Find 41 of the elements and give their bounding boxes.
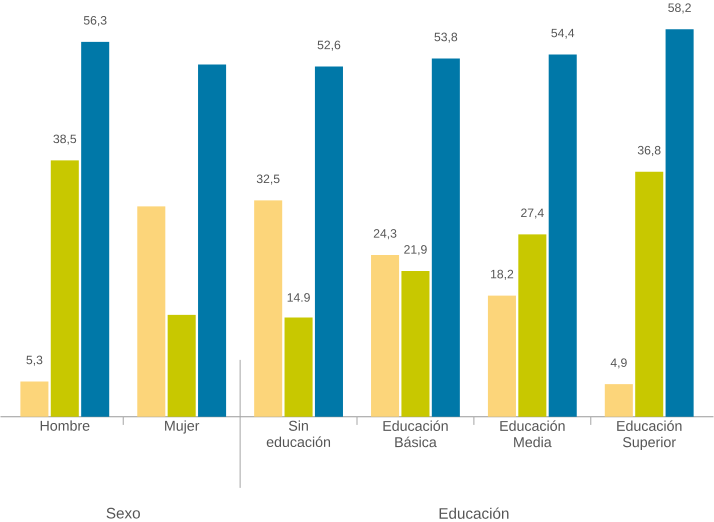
bar bbox=[635, 172, 664, 417]
bar bbox=[518, 234, 546, 417]
bar bbox=[314, 66, 343, 417]
data-label: 27,4 bbox=[521, 208, 544, 218]
data-label: 14.9 bbox=[288, 293, 310, 302]
x-tick-label: Mujer bbox=[165, 420, 200, 434]
data-label: 24,3 bbox=[374, 229, 396, 240]
data-label: 5,3 bbox=[26, 356, 42, 366]
data-label: 53,8 bbox=[434, 32, 458, 43]
x-tick-label: Educación Básica bbox=[383, 420, 448, 448]
bar bbox=[254, 200, 282, 417]
data-label: 52,6 bbox=[318, 40, 340, 51]
x-tick-label: Educación Media bbox=[500, 420, 565, 448]
text: Sexo bbox=[106, 508, 140, 518]
data-label: 21,9 bbox=[404, 245, 427, 256]
x-tick-label: Sin educación bbox=[266, 420, 330, 447]
bar bbox=[168, 314, 196, 417]
data-label: 58,2 bbox=[668, 3, 691, 14]
bar bbox=[401, 270, 430, 417]
bar bbox=[604, 384, 633, 417]
data-label: 4,9 bbox=[610, 358, 627, 368]
bar bbox=[371, 254, 400, 417]
data-label: 36,8 bbox=[638, 146, 661, 156]
data-label: 56,3 bbox=[84, 16, 106, 26]
bar bbox=[432, 58, 460, 417]
data-label: 54,4 bbox=[551, 28, 574, 39]
data-label: 32,5 bbox=[256, 174, 280, 184]
data-label: 38,5 bbox=[53, 134, 76, 145]
bar bbox=[488, 295, 516, 417]
bar bbox=[198, 64, 226, 417]
bar bbox=[50, 160, 79, 417]
bar bbox=[548, 54, 577, 417]
bar bbox=[81, 42, 110, 417]
bar bbox=[284, 317, 313, 417]
data-label: 18,2 bbox=[491, 270, 514, 280]
text: Educación bbox=[440, 507, 508, 519]
bar bbox=[20, 381, 48, 417]
bar bbox=[666, 29, 694, 417]
x-tick-label: Educación Superior bbox=[617, 420, 682, 450]
bar bbox=[137, 206, 166, 417]
x-tick-label: Hombre bbox=[40, 420, 90, 431]
